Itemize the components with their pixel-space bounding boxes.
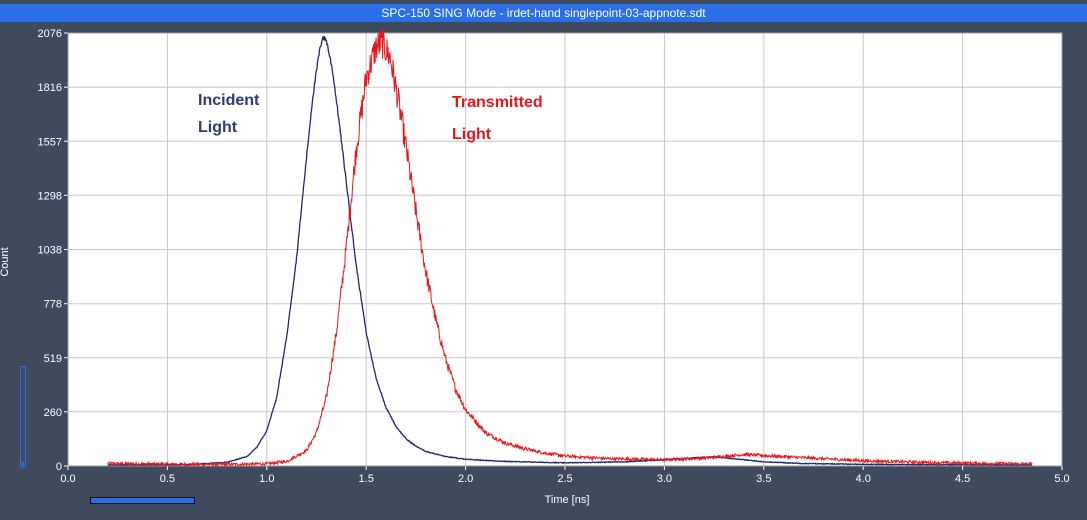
x-tick-labels: 0.0 0.5 1.0 1.5 2.0 2.5 3.0 3.5 4.0 4.5 5.0	[60, 473, 1069, 485]
x-tick-label: 2.0	[458, 473, 473, 485]
x-tick-label: 4.5	[955, 473, 970, 485]
x-tick-label: 3.5	[756, 473, 771, 485]
x-tick-label: 0.0	[60, 473, 75, 485]
x-tick-label: 5.0	[1054, 473, 1069, 485]
y-scroll-slider[interactable]	[20, 366, 26, 468]
x-tick-label: 1.0	[259, 473, 274, 485]
y-tick-label: 1557	[38, 136, 62, 148]
x-tick-label: 3.0	[657, 473, 672, 485]
y-tick-label: 2076	[38, 28, 62, 40]
y-tick-labels: 0 260 519 778 1038 1298 1557 1816 2076	[38, 28, 62, 473]
plot-border	[67, 32, 1063, 467]
transmitted-label-line1: Transmitted	[452, 94, 543, 111]
x-tick-label: 2.5	[557, 473, 572, 485]
y-tick-label: 1298	[38, 190, 62, 202]
incident-label-line2: Light	[198, 119, 238, 136]
y-axis-title: Count	[0, 247, 11, 277]
x-tick-label: 0.5	[160, 473, 175, 485]
x-tick-label: 1.5	[359, 473, 374, 485]
transmitted-light-curve	[107, 29, 1033, 468]
incident-light-curve	[107, 36, 1033, 467]
series-lines	[107, 29, 1033, 468]
x-scroll-slider[interactable]	[90, 497, 195, 504]
y-tick-label: 260	[44, 407, 62, 419]
incident-label-line1: Incident	[198, 92, 260, 109]
window-title: SPC-150 SING Mode - irdet-hand singlepoi…	[0, 4, 1087, 22]
y-tick-label: 519	[44, 353, 62, 365]
x-tick-label: 4.0	[856, 473, 871, 485]
x-axis-title: Time [ns]	[544, 494, 590, 506]
grid-lines	[64, 32, 1063, 470]
y-tick-label: 1038	[38, 245, 62, 257]
y-tick-label: 1816	[38, 82, 62, 94]
y-tick-label: 0	[56, 461, 62, 473]
y-tick-label: 778	[44, 299, 62, 311]
transmitted-label-line2: Light	[452, 126, 492, 143]
y-scroll-thumb[interactable]	[22, 462, 24, 466]
